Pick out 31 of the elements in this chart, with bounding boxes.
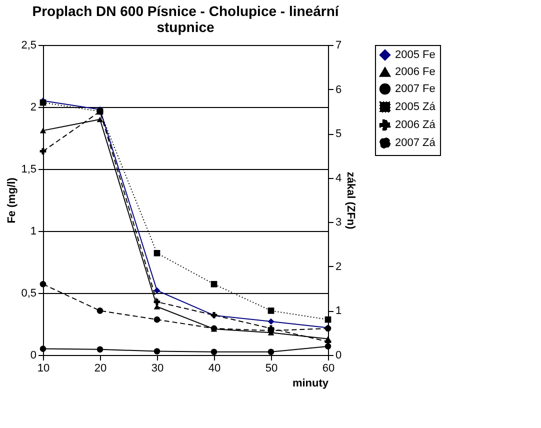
legend-label: 2005 Fe — [395, 49, 436, 61]
y2-tick-label: 2 — [336, 260, 342, 273]
legend-label: 2007 Fe — [395, 83, 436, 95]
text: Proplach DN 600 Písnice - Cholupice - lineární — [32, 3, 339, 19]
y2-tick-label: 7 — [336, 40, 342, 52]
y-tick-label: 2,5 — [21, 40, 36, 52]
legend-label: 2005 Zá — [395, 101, 436, 113]
y2-tick-label: 0 — [336, 350, 342, 362]
legend-label: 2006 Zá — [395, 119, 436, 131]
y2-tick-label: 6 — [336, 84, 342, 96]
y2-tick-label: 4 — [336, 172, 342, 184]
y-axis-title: Fe (mg/l) — [6, 177, 18, 224]
text: stupnice — [156, 19, 214, 35]
y2-tick-label: 1 — [336, 305, 342, 318]
y-tick-label: 0 — [30, 350, 36, 362]
y-tick-label: 1 — [30, 226, 36, 238]
x-axis-title: minuty — [292, 378, 330, 390]
y-tick-label: 2 — [30, 102, 36, 114]
y-tick-label: 1,5 — [21, 164, 36, 176]
y2-axis-title: zákal (ZFn) — [344, 172, 357, 230]
legend-label: 2006 Fe — [395, 66, 436, 78]
y-tick-label: 0,5 — [21, 288, 36, 300]
x-tick-label: 60 — [322, 362, 335, 374]
x-tick-label: 20 — [94, 362, 107, 374]
y2-tick-label: 5 — [336, 128, 342, 140]
y2-tick-label: 3 — [336, 216, 342, 229]
x-tick-label: 30 — [151, 362, 164, 374]
x-tick-label: 40 — [208, 362, 221, 374]
x-tick-label: 50 — [265, 362, 278, 374]
x-tick-label: 10 — [37, 362, 50, 374]
legend-label: 2007 Zá — [395, 137, 436, 149]
